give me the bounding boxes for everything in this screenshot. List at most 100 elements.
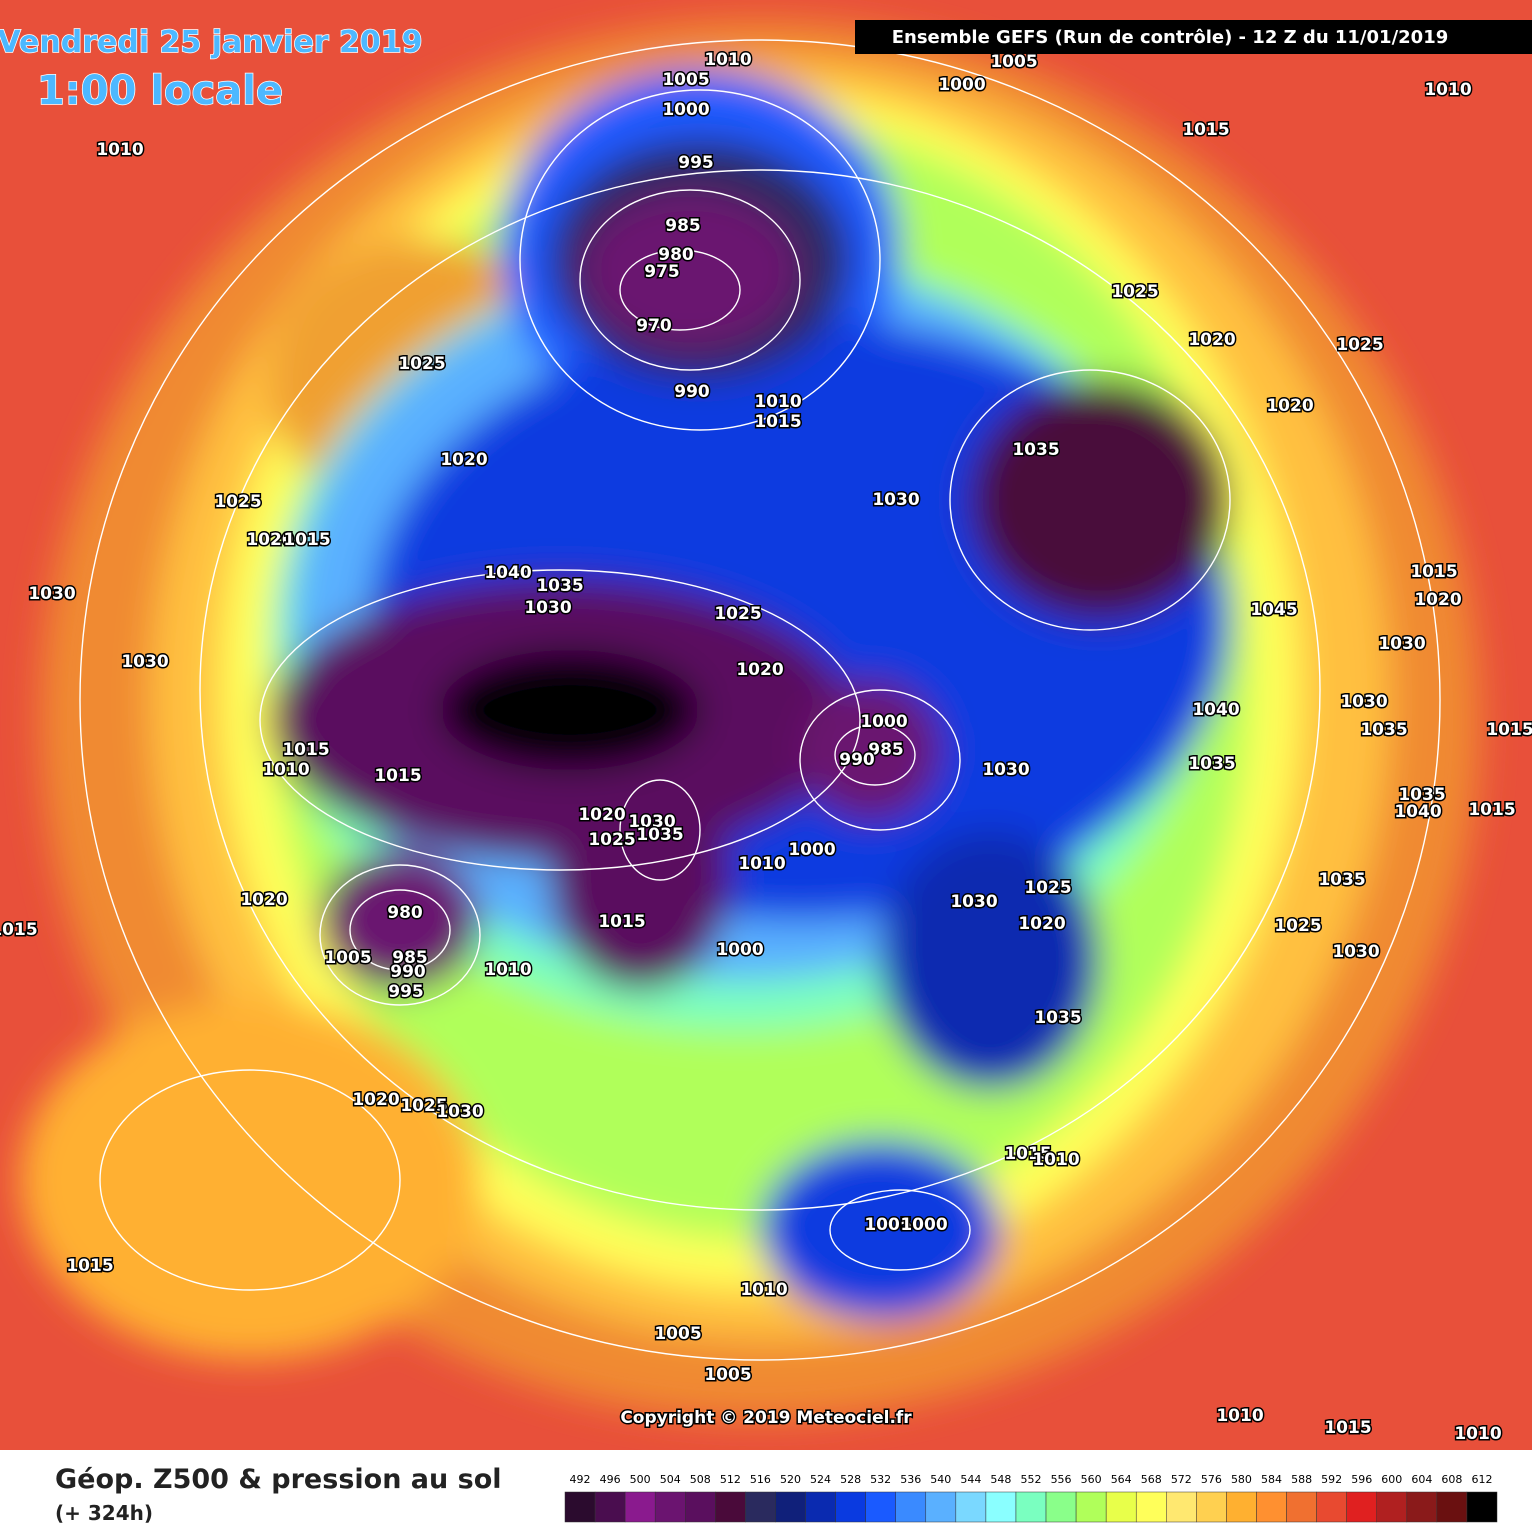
isobar-label: 1015 (374, 766, 421, 786)
colorbar-label: 516 (750, 1473, 771, 1486)
colorbar-swatch (715, 1491, 746, 1523)
colorbar-swatch (624, 1491, 656, 1523)
isobar-label: 1035 (1012, 440, 1059, 460)
isobar-label: 1010 (484, 960, 531, 980)
colorbar-swatch (1075, 1491, 1107, 1523)
colorbar-label: 604 (1411, 1473, 1432, 1486)
colorbar-label: 520 (780, 1473, 801, 1486)
date: Vendredi 25 janvier 2019 (0, 25, 423, 60)
colorbar-swatch (654, 1491, 686, 1523)
isobar-label: 1015 (66, 1256, 113, 1276)
isobar-label: 1035 (636, 825, 683, 845)
colorbar-swatch (1015, 1491, 1047, 1523)
isobar-label: 985 (392, 948, 428, 968)
run-banner (855, 20, 1532, 54)
isobar-label: 1005 (324, 948, 371, 968)
isobar-label: 1015 (1182, 120, 1229, 140)
colorbar-label: 556 (1051, 1473, 1072, 1486)
isobar-label: 1020 (240, 890, 287, 910)
isobar-label: 990 (839, 750, 875, 770)
colorbar-label: 512 (720, 1473, 741, 1486)
isobar-label: 995 (678, 153, 714, 173)
colorbar-swatch (835, 1491, 866, 1523)
isobar-label: 1005 (704, 1365, 751, 1385)
colorbar-swatch (685, 1491, 716, 1523)
isobar-label: 1025 (1024, 878, 1071, 898)
colorbar-label: 544 (960, 1473, 981, 1486)
isobar-label: 1035 (536, 576, 583, 596)
isobar-label: 1030 (872, 490, 919, 510)
isobar-label: 1020 (440, 450, 487, 470)
isobar-label: 980 (387, 903, 423, 923)
field (20, 20, 1480, 1420)
colorbar-label: 592 (1321, 1473, 1342, 1486)
colorbar-swatch (1346, 1491, 1377, 1523)
colorbar-label: 492 (570, 1473, 591, 1486)
isobar-label: 1035 (1398, 785, 1445, 805)
isobar-label: 1000 (716, 940, 763, 960)
colorbar-swatch (594, 1491, 626, 1523)
colorbar-label: 560 (1081, 1473, 1102, 1486)
isobar-label: 1025 (1111, 282, 1158, 302)
colorbar-label: 600 (1381, 1473, 1402, 1486)
isobar-label: 1015 (598, 912, 645, 932)
colorbar-label: 504 (660, 1473, 681, 1486)
isobar-label: 1015 (1004, 1144, 1051, 1164)
isobar-label: 1000 (900, 1215, 947, 1235)
isobar-label: 1020 (246, 530, 293, 550)
isobar-label: 1030 (982, 760, 1029, 780)
isobar-label: 985 (868, 740, 904, 760)
isobar-label: 1000 (788, 840, 835, 860)
colorbar-swatch (1226, 1491, 1257, 1523)
isobar-label: 1010 (1454, 1424, 1501, 1444)
isobar-label: 1030 (28, 584, 75, 604)
colorbar-swatch (805, 1491, 836, 1523)
isobar-label: 1035 (1318, 870, 1365, 890)
isobar-label: 1020 (352, 1090, 399, 1110)
isobar-label: 1015 (754, 412, 801, 432)
isobar-label: 1015 (1468, 800, 1515, 820)
colorbar-label: 608 (1441, 1473, 1462, 1486)
isobar-label: 1030 (1332, 942, 1379, 962)
colorbar-swatch (1196, 1491, 1227, 1523)
isobar-label: 1040 (1192, 700, 1239, 720)
colorbar-label: 540 (930, 1473, 951, 1486)
isobar-label: 1015 (283, 530, 330, 550)
colorbar-swatch (745, 1491, 776, 1523)
isobar-label: 1035 (1188, 754, 1235, 774)
colorbar-swatch (1466, 1491, 1498, 1523)
isobar-label: 1000 (938, 75, 985, 95)
colorbar-label: 500 (630, 1473, 651, 1486)
isobar-label: 1010 (738, 854, 785, 874)
isobar-label: 990 (390, 962, 426, 982)
isobar-label: 1020 (1018, 914, 1065, 934)
isobar-label: 1010 (1216, 1406, 1263, 1426)
colorbar-swatch (985, 1491, 1017, 1523)
colorbar-label: 528 (840, 1473, 861, 1486)
isobar-label: 1030 (121, 652, 168, 672)
colorbar-label: 564 (1111, 1473, 1132, 1486)
isobar-label: 1020 (736, 660, 783, 680)
colorbar-label: 568 (1141, 1473, 1162, 1486)
colorbar-swatch (895, 1491, 927, 1523)
isobar-label: 1020 (1414, 590, 1461, 610)
isobar-label: 1015 (1324, 1418, 1371, 1438)
isobar-label: 1015 (282, 740, 329, 760)
colorbar-label: 572 (1171, 1473, 1192, 1486)
colorbar-swatch (1045, 1491, 1077, 1523)
isobar-label: 1040 (484, 563, 531, 583)
isobar-label: 975 (644, 262, 680, 282)
isobar-label: 1000 (860, 712, 907, 732)
isobar-label: 1010 (96, 140, 143, 160)
isobar-label: 1015 (1410, 562, 1457, 582)
colorbar-label: 612 (1471, 1473, 1492, 1486)
colorbar-label: 536 (900, 1473, 921, 1486)
isobar-label: 1030 (1378, 634, 1425, 654)
colorbar-swatch (865, 1491, 896, 1523)
isobar-label: 1025 (398, 354, 445, 374)
colorbar-label: 508 (690, 1473, 711, 1486)
isobar-label: 980 (658, 245, 694, 265)
isobar-label: 1035 (1360, 720, 1407, 740)
colorbar-swatch (1316, 1491, 1347, 1523)
